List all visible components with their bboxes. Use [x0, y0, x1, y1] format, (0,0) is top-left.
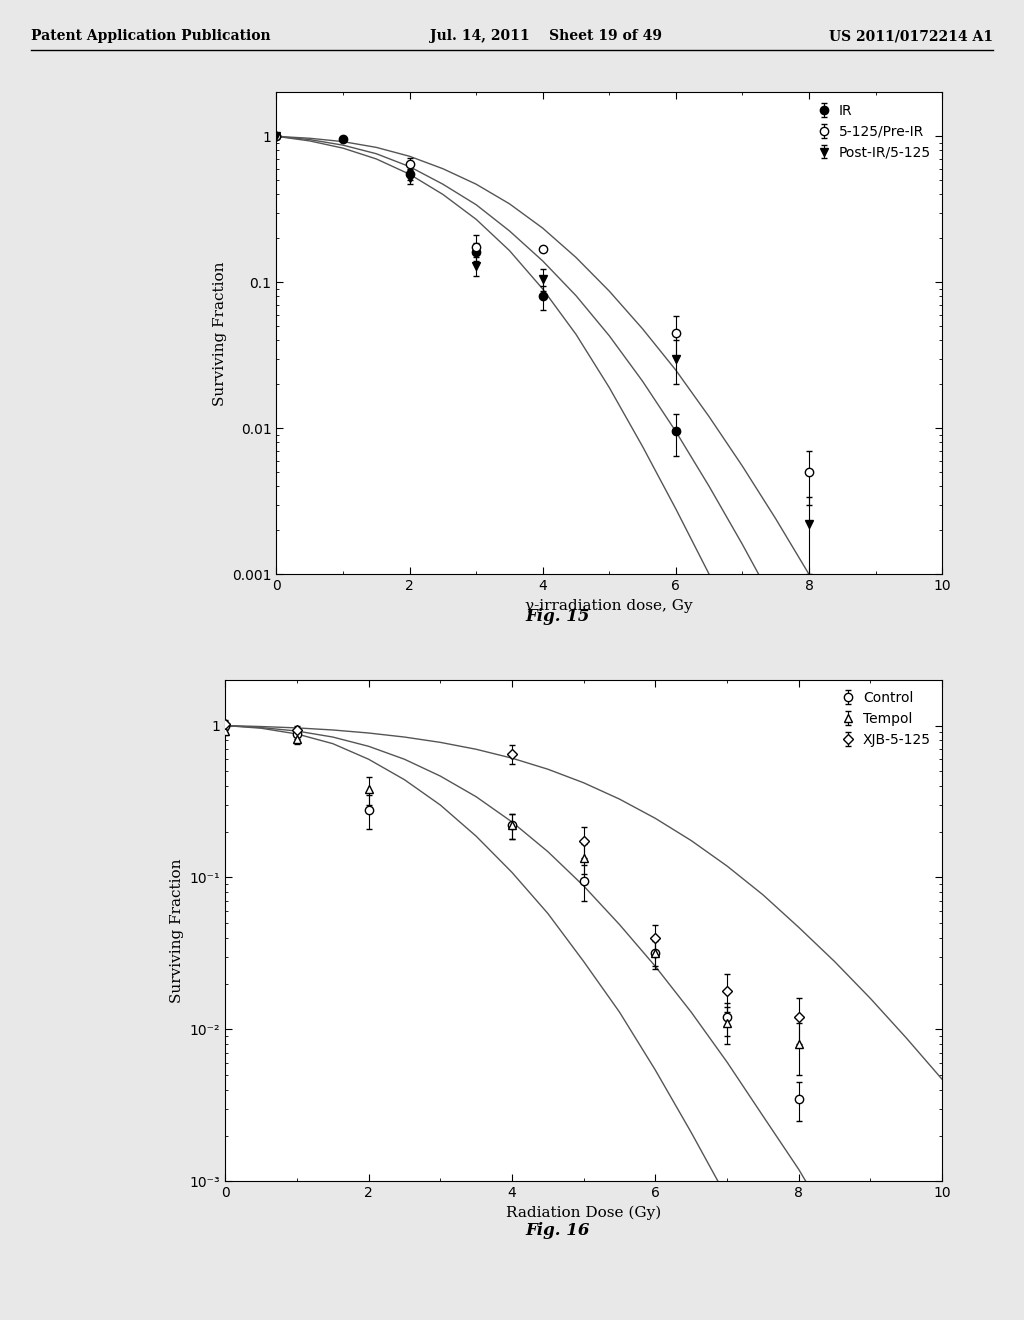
- Text: Fig. 16: Fig. 16: [526, 1222, 590, 1238]
- Y-axis label: Surviving Fraction: Surviving Fraction: [170, 858, 184, 1003]
- Legend: IR, 5-125/Pre-IR, Post-IR/5-125: IR, 5-125/Pre-IR, Post-IR/5-125: [811, 99, 935, 164]
- Text: US 2011/0172214 A1: US 2011/0172214 A1: [829, 29, 993, 44]
- Text: Fig. 15: Fig. 15: [526, 609, 590, 624]
- X-axis label: γ-irradiation dose, Gy: γ-irradiation dose, Gy: [525, 598, 693, 612]
- Text: Patent Application Publication: Patent Application Publication: [31, 29, 270, 44]
- Legend: Control, Tempol, XJB-5-125: Control, Tempol, XJB-5-125: [836, 686, 935, 751]
- X-axis label: Radiation Dose (Gy): Radiation Dose (Gy): [506, 1205, 662, 1220]
- Text: Jul. 14, 2011    Sheet 19 of 49: Jul. 14, 2011 Sheet 19 of 49: [430, 29, 663, 44]
- Y-axis label: Surviving Fraction: Surviving Fraction: [213, 261, 226, 405]
